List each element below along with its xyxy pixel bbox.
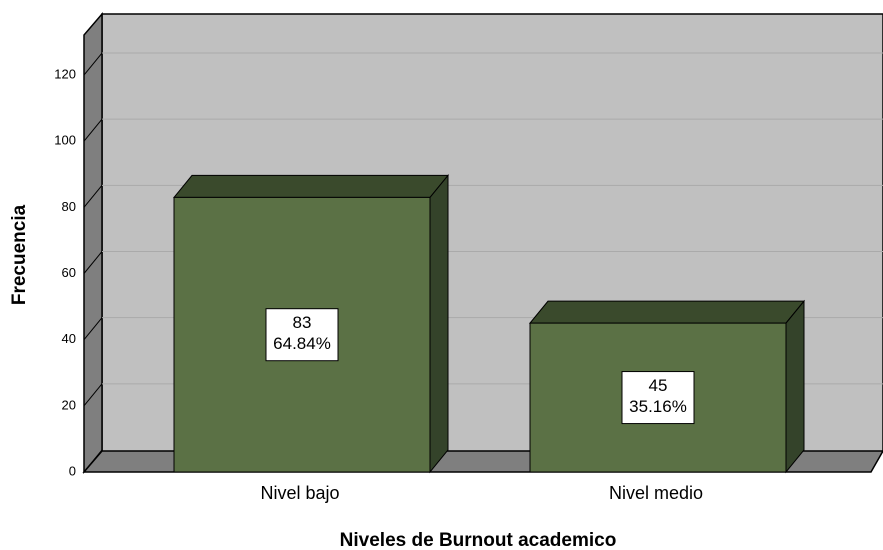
y-tick-label: 120 <box>54 66 76 81</box>
y-tick-label: 40 <box>62 331 76 346</box>
y-tick-label: 60 <box>62 265 76 280</box>
y-tick-label: 0 <box>69 463 76 478</box>
y-axis-label: Frecuencia <box>9 204 30 305</box>
x-tick-label: Nivel medio <box>609 483 703 503</box>
x-tick-label: Nivel bajo <box>260 483 339 503</box>
tick-mark <box>83 185 103 208</box>
bar-top <box>528 300 806 324</box>
bar-side <box>429 174 449 474</box>
bar-top <box>172 174 450 198</box>
tick-mark <box>83 383 103 407</box>
y-tick-label: 80 <box>62 199 76 214</box>
tick-mark <box>83 52 103 76</box>
data-label: 35.16% <box>629 397 687 416</box>
data-label: 45 <box>649 376 668 395</box>
tick-mark <box>83 317 103 340</box>
y-tick-label: 100 <box>54 133 76 148</box>
data-label-box <box>265 308 339 362</box>
bar-side <box>785 299 805 474</box>
tick-mark <box>83 118 103 142</box>
data-label: 83 <box>293 313 312 332</box>
x-axis-label: Niveles de Burnout academico <box>340 530 617 550</box>
data-label: 64.84% <box>273 334 331 353</box>
data-label-box <box>621 371 695 425</box>
y-tick-label: 20 <box>62 397 76 412</box>
tick-mark <box>83 449 103 473</box>
tick-mark <box>83 251 103 274</box>
